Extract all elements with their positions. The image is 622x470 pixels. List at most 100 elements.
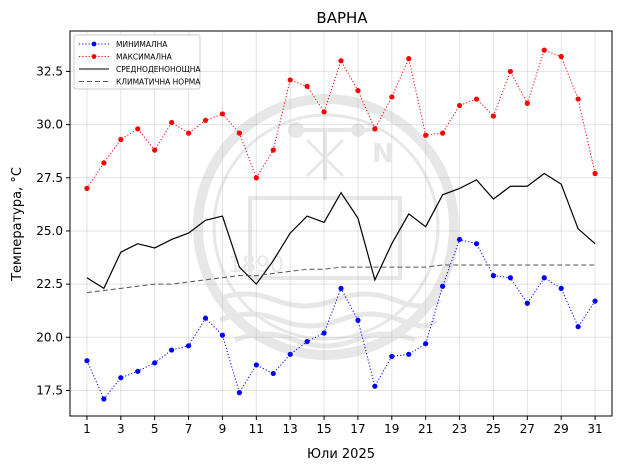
data-point xyxy=(152,147,158,153)
series-0 xyxy=(84,236,598,402)
y-axis-label: Температура, °C xyxy=(10,167,25,282)
legend-marker xyxy=(91,54,97,59)
grid xyxy=(70,31,612,416)
plot-frame xyxy=(69,30,613,417)
data-point xyxy=(558,285,564,291)
legend-label: КЛИМАТИЧНА НОРМА xyxy=(116,78,201,87)
data-point xyxy=(101,160,107,166)
data-point xyxy=(185,130,192,136)
legend-label: СРЕДНОДЕНОНОЩНА xyxy=(116,65,201,74)
x-tick-label: 9 xyxy=(219,422,227,436)
data-point xyxy=(84,185,90,192)
y-tick-label: 32.5 xyxy=(36,64,63,78)
data-point xyxy=(473,241,480,247)
data-point xyxy=(423,341,429,347)
legend-label: МАКСИМАЛНА xyxy=(116,53,173,62)
data-point xyxy=(253,362,259,368)
data-point xyxy=(592,170,598,177)
data-point xyxy=(524,300,530,306)
series-layer xyxy=(84,47,598,402)
data-point xyxy=(490,273,497,279)
x-tick-label: 13 xyxy=(283,422,298,436)
data-point xyxy=(287,77,293,83)
data-point xyxy=(236,130,242,136)
data-point xyxy=(473,96,480,102)
x-tick-label: 5 xyxy=(151,422,159,436)
legend-box xyxy=(73,34,201,90)
data-point xyxy=(118,375,124,381)
data-point xyxy=(152,360,158,366)
legend-marker xyxy=(91,41,97,47)
x-tick-label: 23 xyxy=(452,422,467,436)
data-point xyxy=(185,343,192,349)
data-point xyxy=(558,53,564,60)
data-point xyxy=(423,132,429,138)
data-point xyxy=(507,275,513,281)
x-tick-label: 11 xyxy=(249,422,264,436)
data-point xyxy=(406,56,412,62)
data-point xyxy=(84,358,90,364)
chart-title: ВАРНА xyxy=(316,9,368,27)
x-axis-label: Юли 2025 xyxy=(307,447,375,462)
data-point xyxy=(270,147,276,153)
watermark-letter: N xyxy=(372,139,394,169)
series-2 xyxy=(86,172,596,290)
x-tick-label: 3 xyxy=(117,422,125,436)
y-tick-label: 27.5 xyxy=(36,171,63,185)
x-tick-label: 31 xyxy=(587,422,602,436)
series-line xyxy=(86,172,596,290)
data-point xyxy=(253,175,259,181)
data-point xyxy=(169,347,175,353)
x-tick-label: 19 xyxy=(384,422,399,436)
data-point xyxy=(338,285,344,291)
data-point xyxy=(541,275,547,281)
series-line xyxy=(86,264,596,294)
data-point xyxy=(456,236,463,243)
y-tick-label: 25.0 xyxy=(36,224,63,238)
data-point xyxy=(236,390,242,396)
watermark-sun xyxy=(288,122,304,138)
data-point xyxy=(440,130,446,136)
data-point xyxy=(440,283,446,289)
data-point xyxy=(304,83,310,89)
data-point xyxy=(592,298,598,304)
data-point xyxy=(169,119,175,126)
x-tick-label: 1 xyxy=(83,422,91,436)
data-point xyxy=(321,109,327,115)
data-point xyxy=(575,96,581,102)
data-point xyxy=(406,351,412,357)
data-point xyxy=(101,396,107,402)
watermark-year: 1890 xyxy=(228,253,284,278)
data-point xyxy=(456,102,463,109)
data-point xyxy=(321,330,327,336)
legend-label: МИНИМАЛНА xyxy=(116,40,168,49)
data-point xyxy=(338,58,344,64)
data-point xyxy=(355,87,361,94)
x-tick-label: 29 xyxy=(554,422,569,436)
x-tick-label: 27 xyxy=(520,422,535,436)
data-point xyxy=(287,351,293,357)
series-3 xyxy=(86,264,596,294)
series-1 xyxy=(84,47,598,192)
data-point xyxy=(389,94,395,100)
data-point xyxy=(507,68,513,75)
data-point xyxy=(219,111,226,117)
x-tick-label: 15 xyxy=(316,422,331,436)
data-point xyxy=(524,100,530,106)
data-point xyxy=(202,315,209,321)
x-tick-label: 25 xyxy=(486,422,501,436)
y-axis: 17.5 20.0 22.5 25.0 27.5 30.0 32.5 xyxy=(36,64,70,397)
x-tick-label: 21 xyxy=(418,422,433,436)
watermark-seal: N 1890 xyxy=(193,94,459,360)
x-axis: 1 3 5 7 9 11 13 15 17 19 21 23 25 27 29 31 xyxy=(83,416,603,436)
y-tick-label: 17.5 xyxy=(36,383,63,397)
data-point xyxy=(135,126,141,132)
x-tick-label: 7 xyxy=(185,422,193,436)
y-tick-label: 20.0 xyxy=(36,330,63,344)
y-tick-label: 22.5 xyxy=(36,277,63,291)
data-point xyxy=(575,324,581,330)
data-point xyxy=(490,113,497,119)
data-point xyxy=(355,317,361,323)
data-point xyxy=(372,126,378,132)
